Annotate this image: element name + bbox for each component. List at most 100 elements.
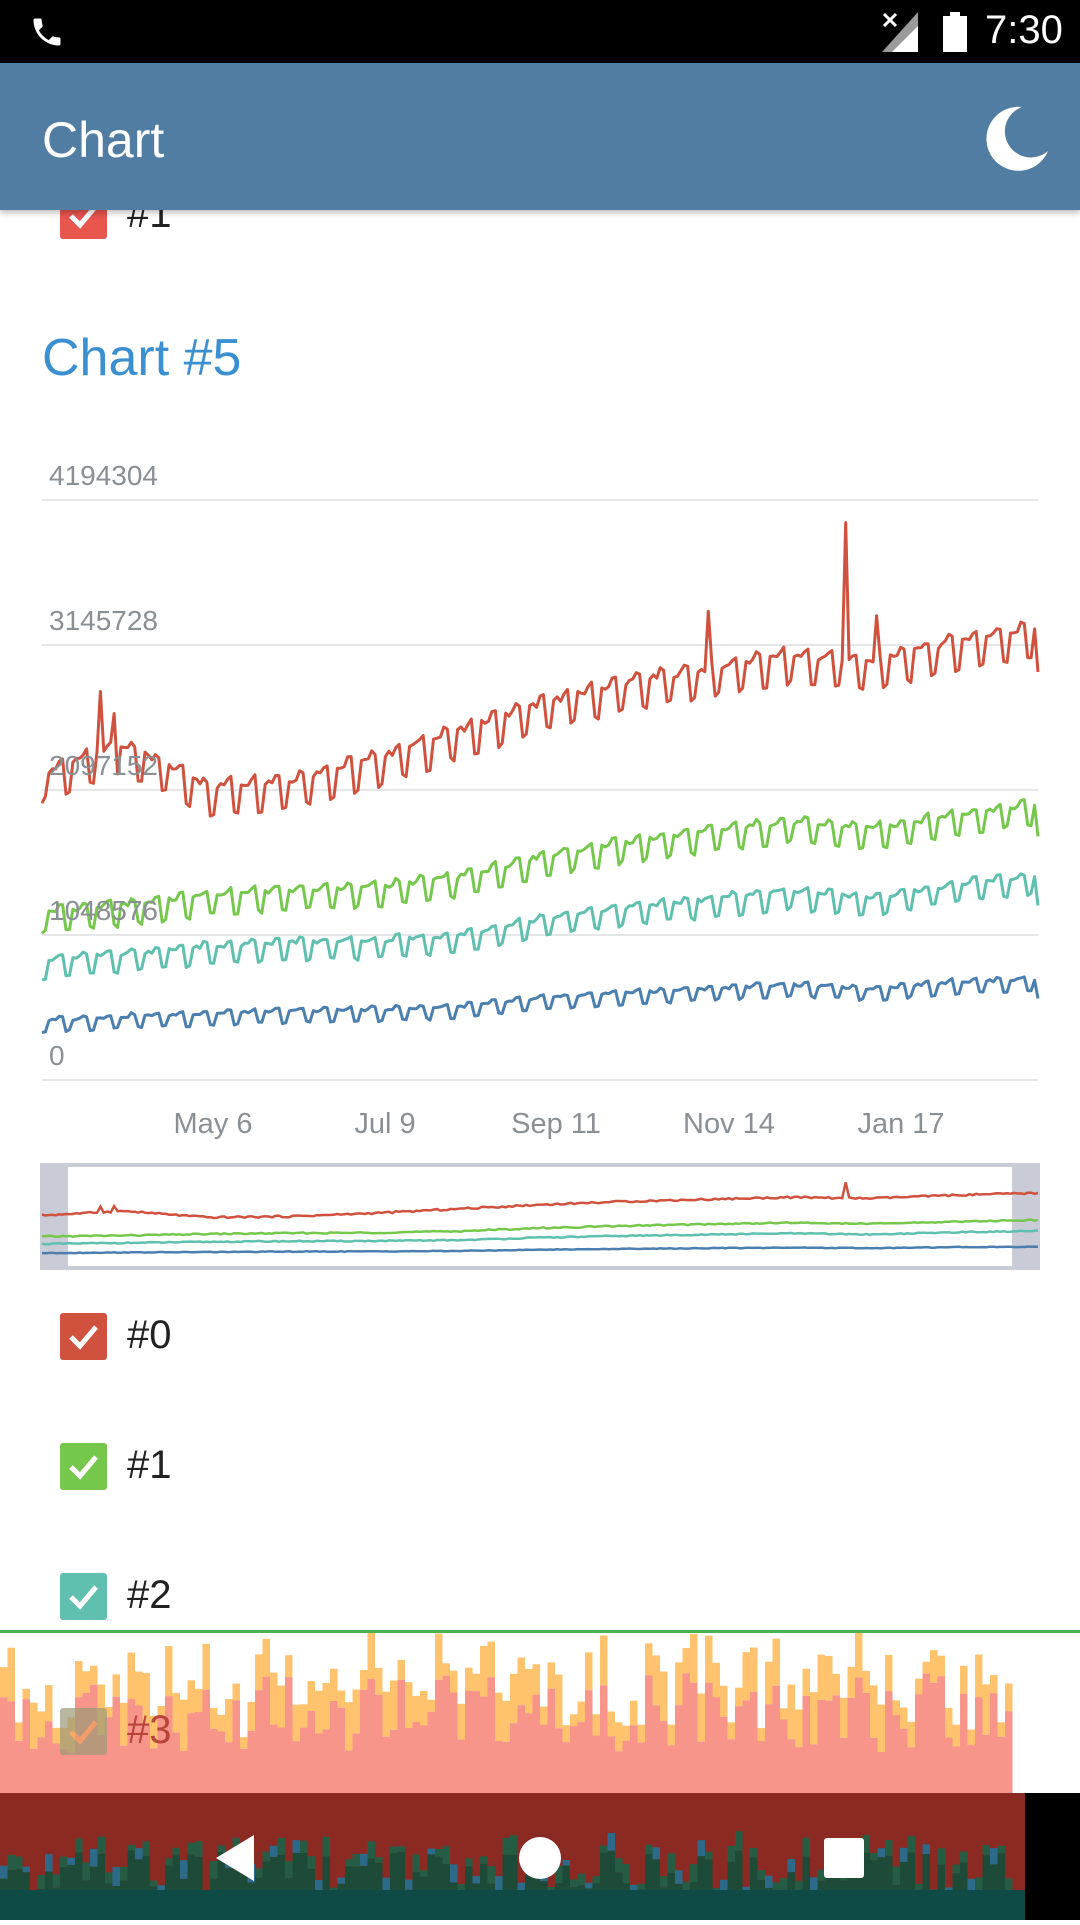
dark-bar-a <box>427 1854 435 1920</box>
dark-bar-a <box>390 1853 398 1920</box>
dark-bar-a <box>607 1850 615 1920</box>
dark-bar-b <box>420 1870 428 1877</box>
dark-bar-a <box>532 1856 540 1920</box>
overlay-bar-bottom <box>487 1677 495 1793</box>
overlay-bar-top <box>922 1661 930 1674</box>
dark-bar-b <box>810 1877 818 1892</box>
overlay-bar-bottom <box>232 1700 240 1793</box>
checkbox-prev[interactable] <box>60 210 107 239</box>
overlay-bar-top <box>517 1657 525 1706</box>
recents-square-icon[interactable] <box>824 1838 864 1878</box>
y-tick-label: 0 <box>49 1040 65 1071</box>
overlay-bar-top <box>817 1654 825 1700</box>
overlay-bar-bottom <box>705 1682 713 1793</box>
checkbox-3[interactable] <box>60 1708 107 1755</box>
dark-bar-b <box>690 1864 698 1882</box>
x-tick-label: Nov 14 <box>683 1108 775 1140</box>
overlay-bar-bottom <box>817 1699 825 1793</box>
overlay-bar-bottom <box>547 1688 555 1793</box>
overlay-bar-bottom <box>555 1728 563 1793</box>
overlay-bar-top <box>180 1699 188 1751</box>
dark-bar-b <box>217 1845 225 1852</box>
overlay-bar-bottom <box>105 1717 113 1793</box>
overlay-bar-top <box>247 1701 255 1731</box>
dark-bar-b <box>135 1848 143 1860</box>
overlay-bar-bottom <box>885 1691 893 1793</box>
overlay-bar-bottom <box>292 1741 300 1793</box>
overlay-bar-bottom <box>945 1737 953 1793</box>
dark-bar-a <box>705 1859 713 1920</box>
x-tick-label: Sep 11 <box>511 1108 601 1140</box>
line-chart[interactable]: 4194304 3145728 2097152 1048576 0 May 6 Jul 9 S… <box>0 210 1080 1630</box>
x-tick-label: Jul 9 <box>354 1108 415 1140</box>
dark-bar-b <box>652 1847 660 1860</box>
overlay-bar-bottom <box>270 1724 278 1793</box>
overlay-bar-bottom <box>630 1725 638 1793</box>
dark-bar-b <box>232 1837 240 1851</box>
moon-icon[interactable] <box>982 103 1052 173</box>
y-tick-label: 4194304 <box>49 460 158 491</box>
overlay-bar-top <box>405 1682 413 1729</box>
dark-bar-b <box>345 1859 353 1867</box>
overlay-bar-top <box>390 1680 398 1730</box>
check-icon <box>69 1455 98 1480</box>
dark-bar-a <box>600 1852 608 1920</box>
range-handle-right[interactable] <box>1012 1165 1038 1268</box>
dark-bar-a <box>435 1857 443 1920</box>
overlay-bar-top <box>570 1714 578 1727</box>
overlay-bar-top <box>682 1648 690 1674</box>
chart-list-content[interactable]: #1 Chart #5 4194304 3145728 2097152 1048576… <box>0 210 1080 1630</box>
dark-bar-b <box>352 1853 360 1867</box>
overlay-bar-bottom <box>412 1722 420 1793</box>
overlay-bar-top <box>952 1724 960 1747</box>
overlay-bar-top <box>240 1737 248 1749</box>
dark-bar-b <box>367 1841 375 1859</box>
overlay-bar-top <box>487 1641 495 1678</box>
overlay-bar-bottom <box>855 1677 863 1793</box>
dark-bar-b <box>570 1879 578 1888</box>
overlay-bar-top <box>285 1655 293 1678</box>
overlay-bar-bottom <box>112 1696 120 1793</box>
overlay-bar-bottom <box>840 1737 848 1793</box>
overlay-bar-top <box>622 1725 630 1741</box>
overlay-bar-bottom <box>142 1723 150 1793</box>
overlay-bar-bottom <box>645 1675 653 1793</box>
overlay-bar-top <box>120 1702 128 1746</box>
overlay-bar-bottom <box>210 1728 218 1793</box>
dark-bar-a <box>292 1852 300 1920</box>
overlay-bar-top <box>982 1684 990 1735</box>
overlay-bar-top <box>600 1635 608 1686</box>
dark-bar-b <box>187 1842 195 1855</box>
checkbox-0[interactable] <box>60 1313 107 1360</box>
overlay-bar-bottom <box>802 1695 810 1793</box>
dark-bar-b <box>397 1846 405 1852</box>
overlay-bar-bottom <box>720 1716 728 1793</box>
dark-bar-b <box>802 1837 810 1857</box>
series-line-1 <box>41 798 1040 935</box>
overlay-bar-bottom <box>217 1731 225 1793</box>
overlay-bar-top <box>615 1722 623 1752</box>
overlay-bar-bottom <box>450 1692 458 1793</box>
overlay-bar-top <box>697 1693 705 1742</box>
overlay-bar-top <box>322 1682 330 1730</box>
dark-bar-b <box>502 1837 510 1855</box>
dark-bar-a <box>907 1852 915 1920</box>
overlay-bar-bottom <box>712 1697 720 1793</box>
overlay-bar-bottom <box>0 1697 8 1793</box>
overlay-bar-bottom <box>660 1721 668 1793</box>
dark-bar-b <box>952 1864 960 1874</box>
checkbox-2[interactable] <box>60 1573 107 1620</box>
dark-bar-a <box>135 1859 143 1920</box>
overlay-bar-top <box>412 1695 420 1723</box>
check-icon <box>69 1325 98 1350</box>
dark-bar-b <box>60 1856 68 1868</box>
dark-bar-b <box>870 1852 878 1860</box>
checkbox-1[interactable] <box>60 1443 107 1490</box>
overlay-bar-top <box>855 1633 863 1678</box>
dark-bar-b <box>127 1845 135 1851</box>
dark-bar-b <box>937 1848 945 1865</box>
dark-bar-b <box>757 1870 765 1880</box>
home-circle-icon[interactable] <box>519 1837 561 1879</box>
back-triangle-icon[interactable] <box>216 1835 254 1881</box>
dark-bar-b <box>427 1848 435 1855</box>
